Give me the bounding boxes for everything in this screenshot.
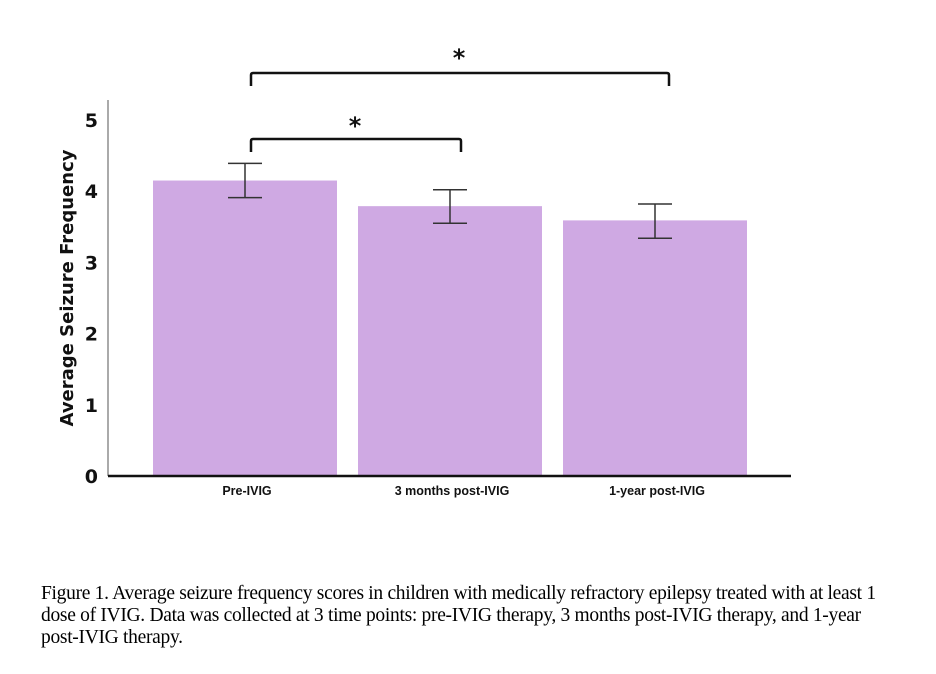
y-axis-label: Average Seizure Frequency [57, 149, 78, 426]
y-tick-label: 2 [85, 324, 98, 346]
significance-bracket [249, 71, 671, 86]
x-tick-label: Pre-IVIG [222, 484, 271, 498]
x-tick-label: 3 months post-IVIG [395, 484, 510, 498]
error-bar [638, 203, 672, 239]
error-bar [228, 162, 262, 199]
bar [153, 180, 337, 476]
significance-bracket [249, 137, 463, 152]
figure-caption: Figure 1. Average seizure frequency scor… [41, 583, 876, 648]
significance-star: * [349, 112, 362, 140]
y-tick-label: 1 [85, 395, 98, 417]
x-tick-label: 1-year post-IVIG [609, 484, 705, 498]
error-bar [433, 189, 467, 224]
y-tick-label: 4 [85, 181, 98, 203]
y-tick-label: 0 [85, 466, 98, 488]
bar [358, 206, 542, 477]
y-tick-label: 3 [85, 252, 98, 274]
significance-star: * [453, 44, 466, 72]
bar-chart: 0 1 2 3 4 5 Pre-IVIG 3 months post-IVIG 1-year … [57, 44, 791, 498]
bar [563, 220, 747, 476]
y-tick-label: 5 [85, 110, 98, 132]
